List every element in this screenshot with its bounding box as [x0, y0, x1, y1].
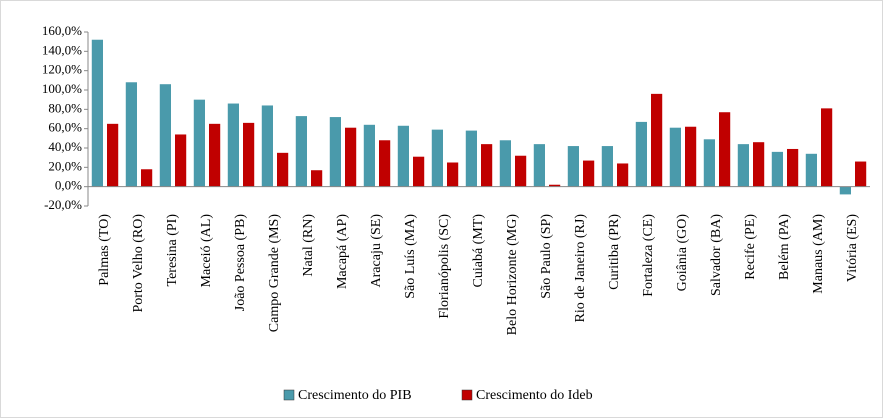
- bar: [379, 140, 391, 187]
- x-tick-label: Belo Horizonte (MG): [505, 214, 520, 336]
- x-tick-label: Florianópolis (SC): [437, 214, 452, 319]
- x-tick-label: Palmas (TO): [97, 214, 112, 286]
- bar: [261, 105, 273, 187]
- bar: [413, 156, 425, 187]
- bar: [481, 144, 493, 187]
- x-tick-label: Aracaju (SE): [369, 214, 384, 288]
- x-tick-label: Manaus (AM): [811, 214, 826, 294]
- bar: [447, 162, 459, 187]
- bar: [651, 93, 663, 187]
- bar: [737, 144, 749, 187]
- x-tick-label: Campo Grande (MS): [267, 214, 282, 333]
- bar: [635, 121, 647, 187]
- bar: [345, 127, 357, 187]
- bar: [431, 129, 443, 187]
- bar: [753, 142, 765, 187]
- x-tick-label: Maceió (AL): [199, 214, 214, 288]
- bar: [397, 125, 409, 187]
- bar: [125, 82, 137, 187]
- bar: [311, 170, 323, 187]
- bar: [141, 169, 153, 187]
- bar: [159, 84, 171, 187]
- y-tick-label: -20,0%: [44, 197, 82, 212]
- x-tick-label: Recife (PE): [743, 214, 758, 280]
- bar: [91, 39, 103, 187]
- y-tick-label: 80,0%: [48, 100, 82, 115]
- bar: [703, 139, 715, 187]
- bar: [209, 123, 221, 187]
- bar: [499, 140, 511, 187]
- bar: [567, 146, 579, 187]
- bar: [107, 123, 119, 187]
- x-tick-label: Vitória (ES): [845, 214, 860, 282]
- y-tick-label: 40,0%: [48, 139, 82, 154]
- y-tick-label: 160,0%: [42, 23, 82, 38]
- x-tick-label: Belém (PA): [777, 214, 792, 280]
- bar: [821, 108, 833, 187]
- legend-label: Crescimento do Ideb: [476, 388, 593, 403]
- bar: [533, 144, 545, 187]
- bar: [601, 146, 613, 187]
- x-tick-label: Fortaleza (CE): [641, 214, 656, 297]
- y-tick-label: 140,0%: [42, 42, 82, 57]
- bar: [787, 148, 799, 187]
- bar: [771, 151, 783, 187]
- bar: [363, 124, 375, 187]
- y-tick-label: 100,0%: [42, 81, 82, 96]
- x-tick-label: Natal (RN): [301, 214, 316, 277]
- bar: [175, 134, 187, 187]
- x-tick-label: João Pessoa (PB): [233, 214, 248, 312]
- x-tick-label: Goiânia (GO): [675, 214, 690, 292]
- x-tick-label: Teresina (PI): [165, 214, 180, 287]
- bar: [549, 184, 561, 187]
- bar: [617, 163, 629, 187]
- bar: [227, 103, 239, 187]
- legend-label: Crescimento do PIB: [298, 388, 412, 403]
- x-tick-label: Cuiabá (MT): [471, 214, 486, 288]
- x-tick-label: Curitiba (PR): [607, 214, 622, 290]
- bar: [805, 153, 817, 187]
- bar: [719, 112, 731, 187]
- y-tick-label: 120,0%: [42, 62, 82, 77]
- bar: [855, 161, 867, 187]
- x-tick-label: Macapá (AP): [335, 214, 350, 289]
- legend-swatch: [461, 389, 473, 401]
- bar: [193, 99, 205, 187]
- bar: [515, 155, 527, 187]
- bar: [295, 116, 307, 187]
- bar: [243, 122, 255, 187]
- bar: [669, 127, 681, 187]
- x-tick-label: São Paulo (SP): [539, 214, 554, 299]
- bar: [685, 126, 697, 187]
- y-tick-label: 20,0%: [48, 158, 82, 173]
- bar: [583, 160, 595, 187]
- legend-swatch: [283, 389, 295, 401]
- bar: [277, 152, 289, 187]
- y-tick-label: 0,0%: [55, 178, 82, 193]
- x-tick-label: Salvador (BA): [709, 214, 724, 296]
- bar: [465, 130, 477, 187]
- bar: [329, 117, 341, 187]
- y-tick-label: 60,0%: [48, 120, 82, 135]
- x-tick-label: Rio de Janeiro (RJ): [573, 214, 588, 323]
- x-tick-label: Porto Velho (RO): [131, 214, 146, 313]
- bar: [839, 186, 851, 195]
- x-tick-label: São Luís (MA): [403, 214, 418, 299]
